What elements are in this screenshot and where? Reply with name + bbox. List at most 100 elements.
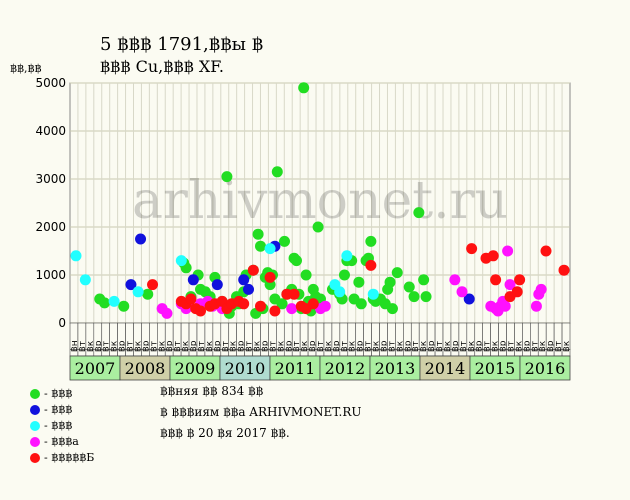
month-label: ฿т: [411, 341, 421, 352]
data-point: [514, 274, 526, 286]
data-point: [175, 255, 187, 267]
month-label: ฿к: [372, 340, 382, 352]
year-label: 2012: [325, 359, 366, 378]
data-point: [391, 267, 403, 279]
month-label: ฿т: [483, 341, 493, 352]
month-label: ฿к: [276, 340, 286, 352]
year-cell: [419, 355, 471, 381]
y-tick-label: 0: [58, 316, 66, 330]
year-label: 2013: [375, 359, 416, 378]
data-point: [269, 305, 281, 317]
data-point: [307, 298, 319, 310]
year-cell: [469, 355, 521, 381]
y-axis-unit-label: ฿฿,฿฿: [10, 62, 42, 75]
data-point: [290, 255, 302, 267]
year-label: 2009: [175, 359, 216, 378]
month-label: ฿р: [499, 340, 509, 352]
month-label: ฿т: [316, 341, 326, 352]
month-label: ฿р: [403, 340, 413, 352]
data-point: [79, 274, 91, 286]
legend-label: - ฿฿฿: [44, 419, 73, 432]
data-point: [319, 300, 331, 312]
data-point: [254, 240, 266, 252]
data-point: [99, 297, 111, 309]
data-point: [135, 233, 147, 245]
month-label: ฿т: [173, 341, 183, 352]
year-cell: [219, 355, 271, 381]
data-point: [221, 171, 233, 183]
data-point: [334, 286, 346, 298]
year-label: 2015: [475, 359, 516, 378]
month-label: ฿к: [443, 340, 453, 352]
legend-item: - ฿฿฿: [30, 419, 72, 432]
data-point: [243, 283, 255, 295]
data-point: [403, 281, 415, 293]
data-point: [288, 288, 300, 300]
legend-swatch: [30, 437, 40, 447]
data-point: [276, 298, 288, 310]
data-point: [142, 288, 154, 300]
month-label: ฿р: [308, 340, 318, 352]
month-label: ฿к: [514, 340, 524, 352]
info-note: ฿ ฿฿฿иям ฿฿а ARHIVMONET.RU: [160, 405, 362, 419]
year-cell: [169, 355, 221, 381]
data-point: [118, 300, 130, 312]
chart-title-line2: ฿฿฿ Cu,฿฿฿ XF.: [100, 57, 224, 76]
month-label: ฿т: [268, 341, 278, 352]
year-label: 2014: [425, 359, 466, 378]
month-label: ฿т: [245, 341, 255, 352]
legend-swatch: [30, 389, 40, 399]
info-note: ฿฿฿ ฿ 20 ฿я 2017 ฿฿.: [160, 426, 290, 440]
data-point: [195, 305, 207, 317]
data-point: [254, 300, 266, 312]
data-point: [161, 307, 173, 319]
legend-label: - ฿฿฿: [44, 403, 73, 416]
data-point: [365, 259, 377, 271]
month-label: ฿к: [467, 340, 477, 352]
legend-item: - ฿฿฿฿฿Б: [30, 451, 94, 464]
month-label: ฿р: [94, 340, 104, 352]
data-point: [420, 291, 432, 303]
year-cell: [319, 355, 371, 381]
month-label: ฿т: [364, 341, 374, 352]
year-cell: [519, 355, 571, 381]
y-tick-label: 5000: [35, 76, 66, 90]
data-point: [278, 235, 290, 247]
data-point: [286, 303, 298, 315]
month-label: ฿к: [491, 340, 501, 352]
data-point: [384, 276, 396, 288]
year-cell: [69, 355, 121, 381]
data-point: [70, 250, 82, 262]
month-label: ฿т: [340, 341, 350, 352]
data-point: [511, 286, 523, 298]
data-point: [558, 264, 570, 276]
data-point: [449, 274, 461, 286]
data-point: [487, 250, 499, 262]
y-tick-label: 2000: [35, 220, 66, 234]
month-label: ฿к: [300, 340, 310, 352]
legend-swatch: [30, 405, 40, 415]
month-label: ฿к: [395, 340, 405, 352]
year-cell: [269, 355, 321, 381]
month-label: ฿т: [126, 341, 136, 352]
year-cell: [369, 355, 421, 381]
month-label: ฿р: [189, 340, 199, 352]
month-label: ฿р: [284, 340, 294, 352]
data-point: [530, 300, 542, 312]
year-label: 2010: [225, 359, 266, 378]
y-tick-label: 1000: [35, 268, 66, 282]
month-label: ฿р: [118, 340, 128, 352]
month-label: ฿т: [530, 341, 540, 352]
month-label: ฿к: [229, 340, 239, 352]
year-label: 2008: [125, 359, 166, 378]
info-note: ฿฿няя ฿฿ 834 ฿฿: [160, 384, 264, 398]
data-point: [490, 274, 502, 286]
month-label: ฿р: [356, 340, 366, 352]
data-point: [386, 303, 398, 315]
data-point: [300, 269, 312, 281]
data-point: [413, 207, 425, 219]
month-label: ฿к: [253, 340, 263, 352]
month-label: ฿т: [78, 341, 88, 352]
month-label: ฿р: [141, 340, 151, 352]
